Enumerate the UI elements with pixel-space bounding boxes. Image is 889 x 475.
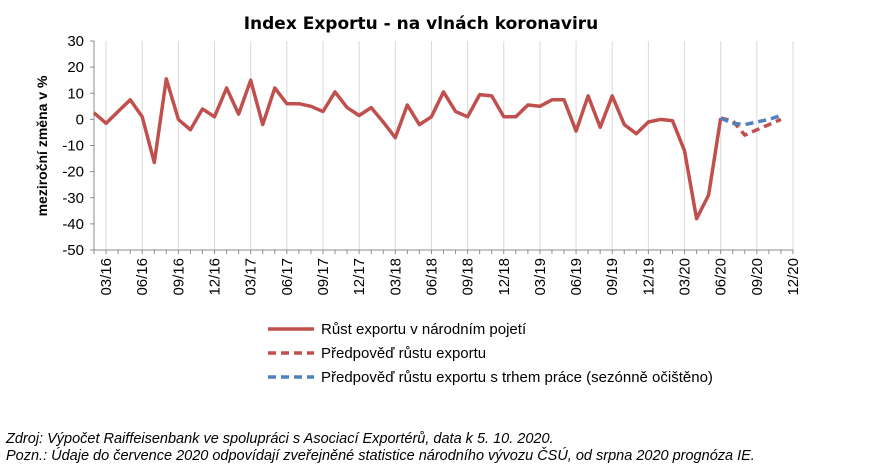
- x-tick-label: 12/17: [351, 258, 368, 296]
- x-tick-label: 06/16: [134, 258, 151, 296]
- y-tick-label: -40: [62, 216, 84, 233]
- x-tick-label: 12/19: [640, 258, 657, 296]
- y-tick-label: 30: [67, 33, 84, 50]
- x-tick-label: 09/19: [604, 258, 621, 296]
- x-tick-label: 03/20: [677, 258, 694, 296]
- source-note: Zdroj: Výpočet Raiffeisenbank ve spolupr…: [6, 431, 554, 447]
- y-tick-label: -50: [62, 242, 84, 259]
- x-tick-label: 09/17: [315, 258, 332, 296]
- x-tick-label: 03/16: [98, 258, 115, 296]
- legend-label: Růst exportu v národním pojetí: [321, 321, 527, 338]
- y-tick-label: -20: [62, 164, 84, 181]
- notes: Zdroj: Výpočet Raiffeisenbank ve spolupr…: [6, 431, 755, 465]
- x-tick-label: 12/20: [785, 258, 802, 296]
- series-line-2: [720, 116, 782, 137]
- remark-note: Pozn.: Údaje do července 2020 odpovídají…: [6, 448, 755, 464]
- x-tick-label: 03/18: [387, 258, 404, 296]
- x-tick-label: 12/16: [207, 258, 224, 296]
- series-lines: [92, 77, 782, 221]
- x-tick-label: 06/18: [423, 258, 440, 296]
- axes: [90, 40, 794, 254]
- series-line-3: [720, 113, 782, 127]
- x-tick-label: 06/20: [713, 258, 730, 296]
- y-axis-label: meziroční změna v %: [34, 75, 50, 216]
- x-tick-label: 12/18: [496, 258, 513, 296]
- x-tick-label: 06/17: [279, 258, 296, 296]
- x-tick-labels: 03/16 06/16 09/16 12/16 03/17 06/17 09/17 12/17…: [98, 258, 802, 296]
- x-tick-label: 06/19: [568, 258, 585, 296]
- y-tick-label: 10: [67, 85, 84, 102]
- x-tick-label: 09/20: [749, 258, 766, 296]
- legend-label: Předpověď růstu exportu s trhem práce (s…: [321, 369, 713, 386]
- grid: [105, 41, 794, 250]
- chart-title: Index Exportu - na vlnách koronaviru: [244, 14, 599, 34]
- y-tick-label: 20: [67, 59, 84, 76]
- y-tick-labels: 30 20 10 0 -10 -20 -30 -40 -50: [62, 33, 84, 259]
- y-tick-label: 0: [76, 111, 84, 128]
- x-tick-label: 09/16: [170, 258, 187, 296]
- y-tick-label: -10: [62, 138, 84, 155]
- y-tick-label: -30: [62, 190, 84, 207]
- legend-label: Předpověď růstu exportu: [321, 345, 486, 362]
- legend: Růst exportu v národním pojetí Předpověď …: [268, 321, 713, 386]
- series-line-1: [92, 77, 723, 221]
- x-tick-label: 03/17: [243, 258, 260, 296]
- x-tick-label: 03/19: [532, 258, 549, 296]
- x-tick-label: 09/18: [460, 258, 477, 296]
